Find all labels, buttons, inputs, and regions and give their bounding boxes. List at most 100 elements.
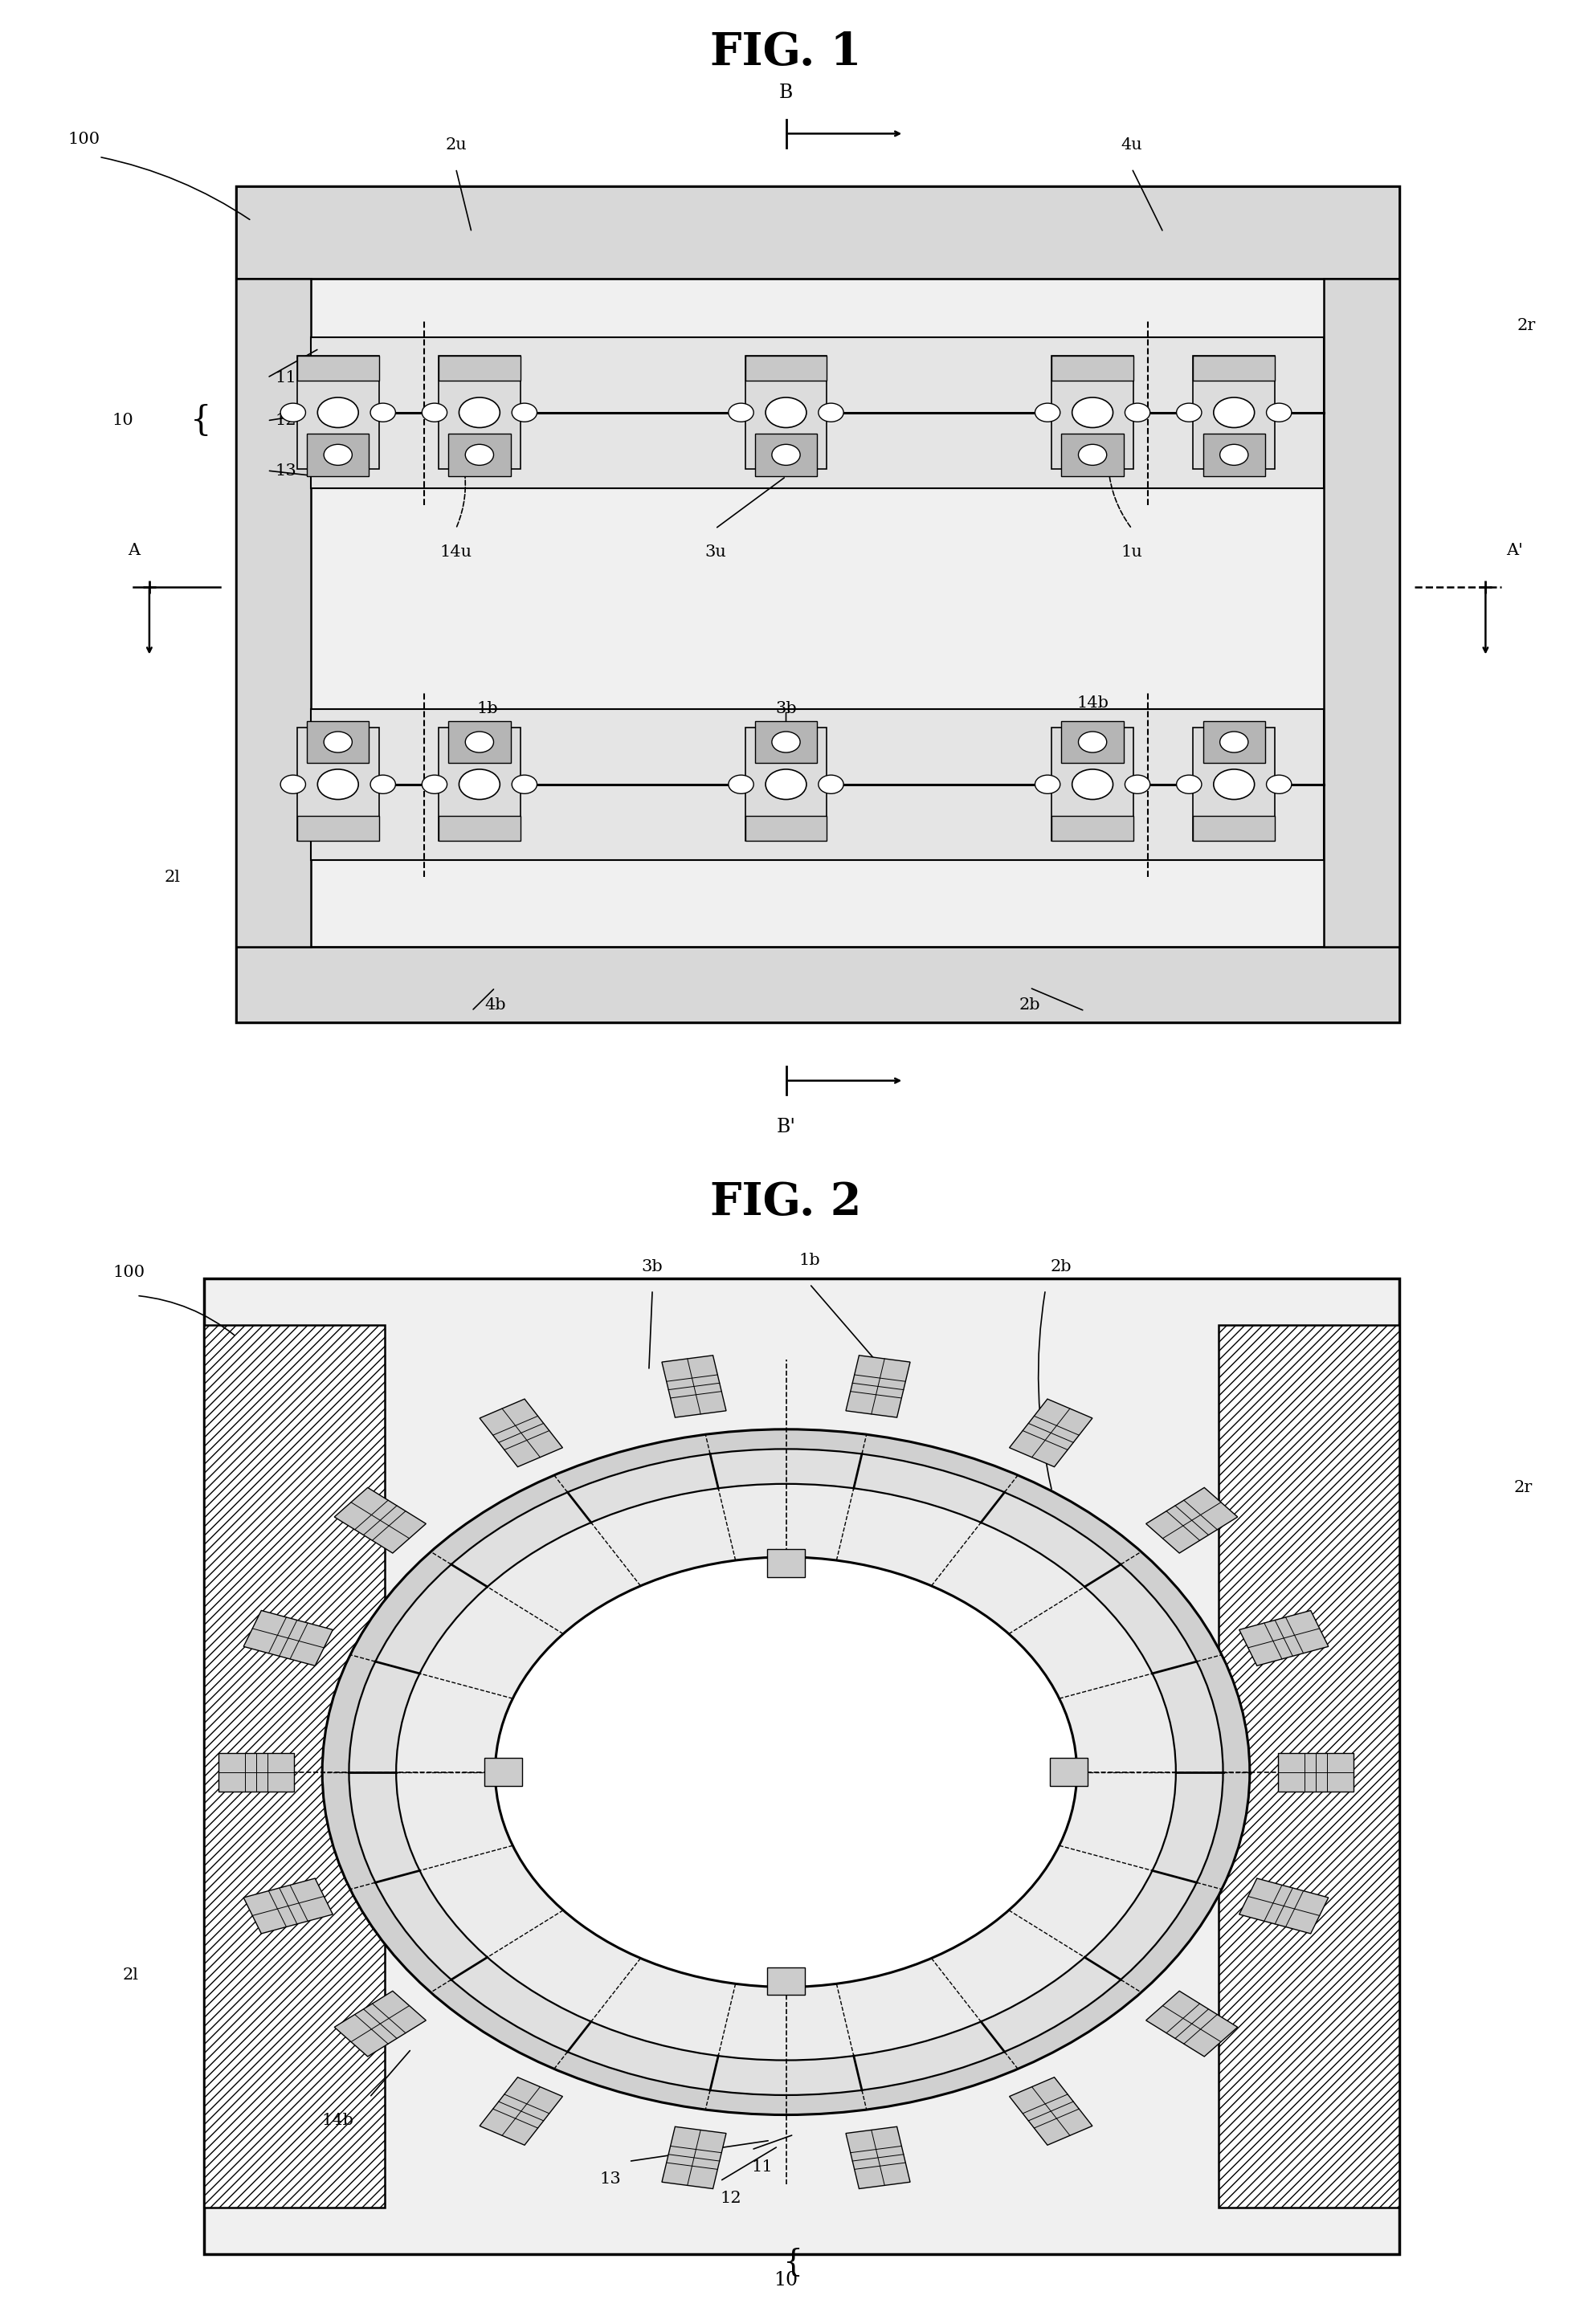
Text: 14b: 14b	[322, 2113, 354, 2129]
Bar	[1052, 816, 1133, 841]
Circle shape	[766, 397, 806, 428]
Text: 2r: 2r	[1517, 318, 1536, 332]
Bar	[297, 816, 379, 841]
Text: 2b: 2b	[1050, 1260, 1072, 1274]
Text: 3b: 3b	[775, 702, 797, 716]
Bar	[1203, 720, 1265, 762]
Polygon shape	[335, 1487, 426, 1552]
Polygon shape	[1239, 1611, 1328, 1666]
Circle shape	[1267, 776, 1292, 795]
Circle shape	[772, 444, 800, 465]
Circle shape	[421, 404, 446, 423]
Bar	[1061, 720, 1124, 762]
Polygon shape	[479, 1399, 563, 1466]
Bar	[236, 186, 1399, 279]
Polygon shape	[846, 2126, 910, 2189]
Text: {: {	[190, 404, 212, 437]
Polygon shape	[1146, 1487, 1237, 1552]
Circle shape	[1126, 404, 1151, 423]
Circle shape	[324, 732, 352, 753]
Bar	[1052, 356, 1133, 381]
Bar	[439, 356, 520, 469]
Circle shape	[1220, 732, 1248, 753]
Text: 13: 13	[599, 2171, 621, 2187]
Bar	[767, 1548, 805, 1576]
Bar	[745, 356, 827, 381]
Polygon shape	[1009, 1399, 1093, 1466]
Text: B: B	[780, 84, 792, 102]
Bar	[236, 186, 1399, 1023]
Text: 1b: 1b	[799, 1253, 821, 1269]
Circle shape	[728, 404, 753, 423]
Text: 1b: 1b	[476, 702, 498, 716]
Circle shape	[512, 404, 538, 423]
Bar	[311, 709, 1324, 860]
Bar	[307, 435, 369, 476]
Circle shape	[1267, 404, 1292, 423]
Bar	[745, 816, 827, 841]
Text: 11: 11	[275, 370, 297, 386]
Polygon shape	[219, 1752, 294, 1792]
Polygon shape	[244, 1878, 333, 1934]
Bar	[236, 948, 1399, 1023]
Text: FIG. 2: FIG. 2	[711, 1181, 861, 1225]
Text: 2l: 2l	[165, 869, 181, 885]
Text: 3b: 3b	[641, 1260, 663, 1274]
Bar	[439, 356, 520, 381]
Bar	[297, 356, 379, 469]
Text: 4u: 4u	[1121, 137, 1143, 153]
Text: 12: 12	[720, 2192, 742, 2205]
Circle shape	[1034, 404, 1060, 423]
Bar	[1193, 727, 1275, 841]
Bar	[448, 720, 511, 762]
Text: A': A'	[1506, 541, 1523, 558]
Circle shape	[396, 1485, 1176, 2061]
Text: 13: 13	[275, 462, 297, 479]
Text: 2b: 2b	[1019, 997, 1041, 1013]
Bar	[1050, 1759, 1088, 1787]
Circle shape	[772, 732, 800, 753]
Circle shape	[819, 776, 844, 795]
Bar	[1324, 279, 1399, 948]
Circle shape	[1176, 776, 1201, 795]
Bar	[448, 435, 511, 476]
Circle shape	[349, 1450, 1223, 2096]
Bar	[1193, 356, 1275, 381]
Text: 1u: 1u	[1121, 544, 1143, 560]
Circle shape	[371, 776, 396, 795]
Circle shape	[1078, 732, 1107, 753]
Bar	[1193, 356, 1275, 469]
Text: 100: 100	[68, 132, 101, 146]
Text: 2l: 2l	[123, 1968, 138, 1982]
Polygon shape	[244, 1611, 333, 1666]
Bar	[439, 727, 520, 841]
Text: A: A	[127, 541, 140, 558]
Circle shape	[495, 1557, 1077, 1987]
Circle shape	[1072, 769, 1113, 799]
Polygon shape	[1146, 1992, 1237, 2057]
Circle shape	[1078, 444, 1107, 465]
Text: B': B'	[777, 1118, 795, 1136]
Bar	[311, 337, 1324, 488]
Bar	[297, 727, 379, 841]
Bar	[1193, 816, 1275, 841]
Text: 100: 100	[113, 1264, 146, 1281]
Circle shape	[512, 776, 538, 795]
Bar	[297, 356, 379, 381]
Bar	[755, 720, 817, 762]
Circle shape	[280, 404, 305, 423]
Polygon shape	[1009, 2078, 1093, 2145]
Bar	[1218, 1325, 1399, 2208]
Circle shape	[1214, 397, 1254, 428]
Circle shape	[1034, 776, 1060, 795]
Circle shape	[819, 404, 844, 423]
Bar	[307, 720, 369, 762]
Bar	[236, 279, 311, 948]
Circle shape	[766, 769, 806, 799]
Bar	[1203, 435, 1265, 476]
Bar	[484, 1759, 522, 1787]
Text: 2r: 2r	[1514, 1480, 1533, 1494]
Circle shape	[728, 776, 753, 795]
Text: 11: 11	[751, 2159, 773, 2175]
Bar	[204, 1325, 385, 2208]
